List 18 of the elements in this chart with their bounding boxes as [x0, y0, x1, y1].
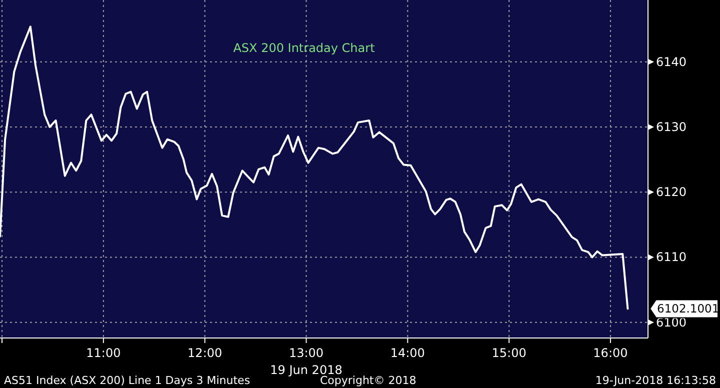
- x-tick-label: 14:00: [390, 346, 425, 360]
- x-tick-label: 12:00: [188, 346, 222, 360]
- x-tick-label: 16:00: [593, 346, 628, 360]
- x-tick-label: 13:00: [288, 346, 324, 360]
- text: ASX 200 Intraday Chart: [233, 41, 376, 55]
- y-tick-label: 6120: [656, 185, 687, 200]
- y-tick-label: 6140: [656, 54, 687, 69]
- annotation: 6102.1001: [657, 302, 720, 316]
- text: AS51 Index (ASX 200) Line 1 Days 3 Minutes: [4, 374, 250, 387]
- text: Copyright© 2018: [320, 374, 416, 387]
- x-tick-label: 11:00: [86, 346, 121, 360]
- y-tick-label: 6100: [656, 315, 687, 330]
- text: 19-Jun-2018 16:13:58: [595, 374, 716, 387]
- x-tick-label: 15:00: [492, 346, 526, 360]
- line-series: [0, 26, 629, 310]
- x-axis-title: 19 Jun 2018: [270, 363, 342, 377]
- y-tick-label: 6110: [656, 250, 687, 264]
- y-tick-label: 6130: [656, 120, 687, 134]
